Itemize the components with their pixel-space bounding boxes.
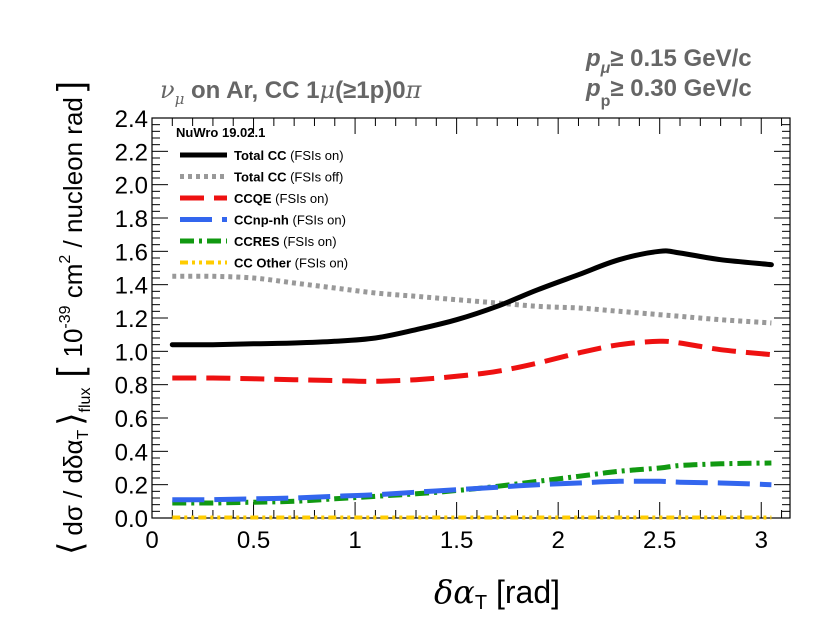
y-tick-label: 1.6 bbox=[115, 239, 148, 266]
legend-entry-1: Total CC (FSIs off) bbox=[234, 170, 343, 185]
x-tick-label: 2 bbox=[551, 527, 564, 554]
y-tick-label: 0.2 bbox=[115, 473, 148, 500]
header-left-text: νμ on Ar, CC 1μ(≥1p)0π bbox=[160, 76, 423, 108]
legend: NuWro 19.02.1 Total CC (FSIs on) Total CC … bbox=[176, 125, 348, 271]
legend-title: NuWro 19.02.1 bbox=[176, 125, 265, 140]
series-line-2 bbox=[172, 338, 772, 384]
legend-entry-2: CCQE (FSIs on) bbox=[234, 191, 329, 206]
series-line-1 bbox=[172, 273, 772, 326]
header-right-line2: pp≥ 0.30 GeV/c bbox=[585, 75, 752, 110]
x-tick-label: 0 bbox=[145, 527, 158, 554]
x-axis-title: δαT [rad] bbox=[434, 573, 560, 614]
legend-entry-5: CC Other (FSIs on) bbox=[234, 256, 348, 271]
y-tick-label: 0.0 bbox=[115, 506, 148, 533]
series-lines bbox=[169, 248, 774, 520]
legend-entry-4: CCRES (FSIs on) bbox=[234, 234, 337, 249]
y-tick-label: 2.2 bbox=[115, 139, 148, 166]
header-right-line1: pμ≥ 0.15 GeV/c bbox=[585, 45, 752, 77]
y-tick-label: 2.4 bbox=[115, 106, 148, 133]
y-tick-label: 1.0 bbox=[115, 339, 148, 366]
x-tick-label: 1.5 bbox=[440, 527, 473, 554]
y-axis-title: ⟨dσ / dδαT⟩flux[10-39 cm2 / nucleon rad] bbox=[49, 81, 94, 555]
axes: 0.0 0.2 0.4 0.6 0.8 1.0 1.2 1.4 1.6 1.8 2.0 2.2 2.4 0… bbox=[115, 106, 791, 554]
x-tick-label: 1 bbox=[348, 527, 361, 554]
series-line-0 bbox=[169, 248, 774, 348]
y-tick-label: 0.8 bbox=[115, 373, 148, 400]
legend-entry-3: CCnp-nh (FSIs on) bbox=[234, 213, 346, 228]
x-tick-label: 0.5 bbox=[237, 527, 270, 554]
y-tick-label: 1.4 bbox=[115, 273, 148, 300]
y-tick-label: 0.6 bbox=[115, 406, 148, 433]
legend-entry-0: Total CC (FSIs on) bbox=[234, 148, 344, 163]
series-line-3 bbox=[172, 478, 772, 503]
x-tick-label: 2.5 bbox=[643, 527, 676, 554]
x-tick-label: 3 bbox=[755, 527, 768, 554]
y-tick-label: 1.2 bbox=[115, 306, 148, 333]
y-tick-label: 2.0 bbox=[115, 173, 148, 200]
y-axis-title-text: ⟨dσ / dδαT⟩flux[10-39 cm2 / nucleon rad] bbox=[49, 81, 94, 555]
y-tick-label: 1.8 bbox=[115, 206, 148, 233]
y-tick-label: 0.4 bbox=[115, 439, 148, 466]
